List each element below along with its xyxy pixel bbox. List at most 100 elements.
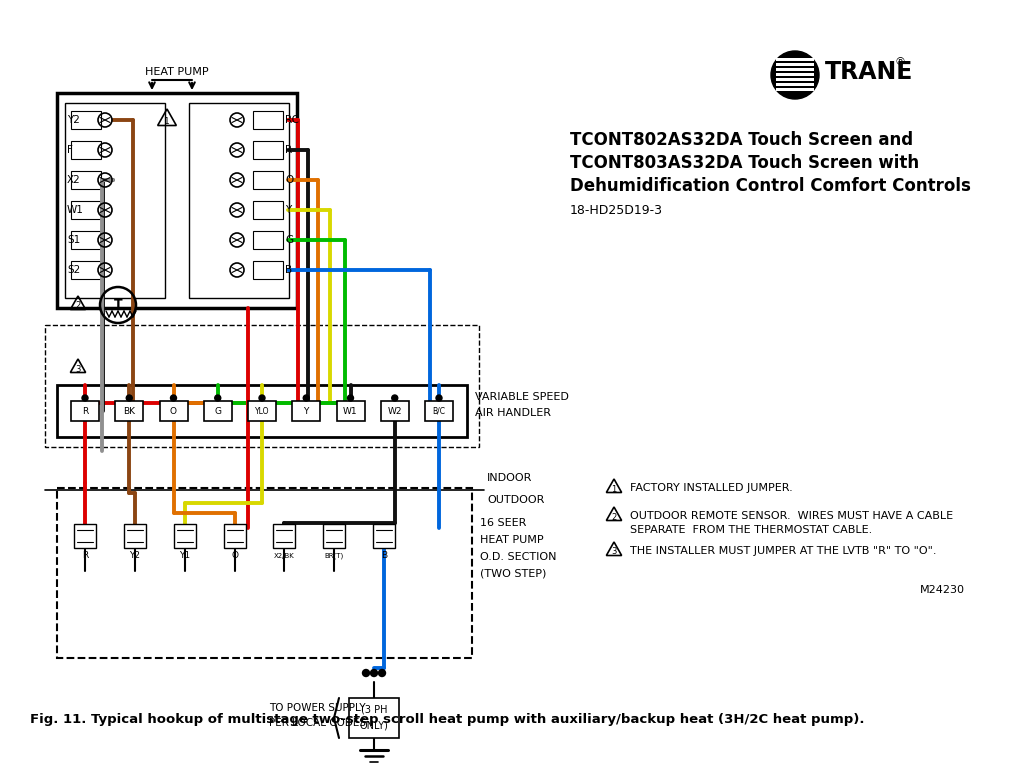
Text: R: R xyxy=(82,552,88,561)
Bar xyxy=(65,103,165,298)
Bar xyxy=(293,401,320,421)
Text: THE INSTALLER MUST JUMPER AT THE LVTB "R" TO "O".: THE INSTALLER MUST JUMPER AT THE LVTB "R… xyxy=(630,546,936,556)
Bar xyxy=(253,201,283,219)
Text: 1: 1 xyxy=(164,117,170,125)
Bar xyxy=(57,488,472,658)
Bar xyxy=(253,141,283,159)
Text: G: G xyxy=(285,235,294,245)
Text: W1: W1 xyxy=(66,205,84,215)
Text: RC: RC xyxy=(285,115,299,125)
Bar xyxy=(776,68,814,71)
Text: O.D. SECTION: O.D. SECTION xyxy=(480,552,557,562)
Bar xyxy=(381,401,409,421)
Bar xyxy=(248,401,276,421)
Text: (3 PH: (3 PH xyxy=(361,705,388,715)
Bar xyxy=(776,73,814,76)
Bar xyxy=(71,171,101,189)
Text: INDOOR: INDOOR xyxy=(487,473,532,483)
Bar xyxy=(776,83,814,86)
Text: B: B xyxy=(381,552,387,561)
Bar xyxy=(174,524,195,548)
Text: G: G xyxy=(214,407,221,416)
Circle shape xyxy=(436,395,442,401)
Bar xyxy=(45,325,479,447)
Text: Y2: Y2 xyxy=(66,115,80,125)
Text: T: T xyxy=(114,298,123,311)
Text: 16 SEER: 16 SEER xyxy=(480,518,527,528)
Text: O: O xyxy=(285,175,294,185)
Text: Y2: Y2 xyxy=(129,552,140,561)
Text: 1: 1 xyxy=(612,485,617,494)
Text: FACTORY INSTALLED JUMPER.: FACTORY INSTALLED JUMPER. xyxy=(630,483,793,493)
Text: AIR HANDLER: AIR HANDLER xyxy=(475,408,551,418)
Text: TO POWER SUPPLY: TO POWER SUPPLY xyxy=(269,703,365,713)
Text: Y: Y xyxy=(285,205,292,215)
Bar xyxy=(57,385,468,437)
Text: B/C: B/C xyxy=(433,407,445,416)
Bar xyxy=(776,88,814,91)
Text: ®: ® xyxy=(894,57,905,67)
Text: PER LOCAL CODES: PER LOCAL CODES xyxy=(269,718,366,728)
Circle shape xyxy=(171,395,177,401)
Text: W2: W2 xyxy=(388,407,402,416)
Bar xyxy=(160,401,187,421)
Text: S2: S2 xyxy=(66,265,80,275)
Circle shape xyxy=(303,395,309,401)
Bar xyxy=(776,63,814,66)
Bar xyxy=(74,524,96,548)
Text: VARIABLE SPEED: VARIABLE SPEED xyxy=(475,392,569,402)
Text: 2: 2 xyxy=(612,513,617,521)
Bar xyxy=(323,524,345,548)
Bar xyxy=(71,261,101,279)
Text: B: B xyxy=(285,265,293,275)
Bar xyxy=(204,401,232,421)
Text: OUTDOOR REMOTE SENSOR.  WIRES MUST HAVE A CABLE: OUTDOOR REMOTE SENSOR. WIRES MUST HAVE A… xyxy=(630,511,953,521)
Text: O: O xyxy=(231,552,238,561)
Bar xyxy=(253,261,283,279)
Text: HEAT PUMP: HEAT PUMP xyxy=(480,535,543,545)
Bar xyxy=(71,201,101,219)
Text: O: O xyxy=(170,407,177,416)
Text: Fig. 11. Typical hookup of multistage two-step scroll heat pump with auxiliary/b: Fig. 11. Typical hookup of multistage tw… xyxy=(30,713,864,726)
Circle shape xyxy=(392,395,398,401)
Circle shape xyxy=(126,395,132,401)
Bar xyxy=(71,401,99,421)
Circle shape xyxy=(370,669,377,677)
Text: HEAT PUMP: HEAT PUMP xyxy=(145,67,209,77)
Text: R: R xyxy=(285,145,293,155)
Circle shape xyxy=(379,669,386,677)
Bar xyxy=(124,524,146,548)
Text: M24230: M24230 xyxy=(920,585,965,595)
Bar xyxy=(273,524,296,548)
Text: 18-HD25D19-3: 18-HD25D19-3 xyxy=(570,204,663,217)
Circle shape xyxy=(259,395,265,401)
Bar xyxy=(57,93,297,308)
Bar xyxy=(373,524,395,548)
Bar xyxy=(71,141,101,159)
Bar xyxy=(776,58,814,61)
Bar xyxy=(349,698,399,738)
Text: Dehumidification Control Comfort Controls: Dehumidification Control Comfort Control… xyxy=(570,177,971,195)
Text: TCONT803AS32DA Touch Screen with: TCONT803AS32DA Touch Screen with xyxy=(570,154,919,172)
Circle shape xyxy=(82,395,88,401)
Text: TRANE: TRANE xyxy=(825,60,914,84)
Bar xyxy=(116,401,143,421)
Bar xyxy=(253,171,283,189)
Text: BR(T): BR(T) xyxy=(324,552,344,559)
Text: S1: S1 xyxy=(66,235,80,245)
Text: 3: 3 xyxy=(612,548,617,556)
Text: X2/BK: X2/BK xyxy=(274,553,295,559)
Text: F: F xyxy=(66,145,73,155)
Bar xyxy=(253,111,283,129)
Text: Y1: Y1 xyxy=(179,552,190,561)
Circle shape xyxy=(215,395,221,401)
Bar xyxy=(71,231,101,249)
Text: YLO: YLO xyxy=(255,407,269,416)
Text: ONLY): ONLY) xyxy=(359,720,389,730)
Bar xyxy=(337,401,364,421)
Bar xyxy=(253,231,283,249)
Bar xyxy=(425,401,453,421)
Circle shape xyxy=(348,395,354,401)
Circle shape xyxy=(771,51,819,99)
Text: W1: W1 xyxy=(343,407,358,416)
